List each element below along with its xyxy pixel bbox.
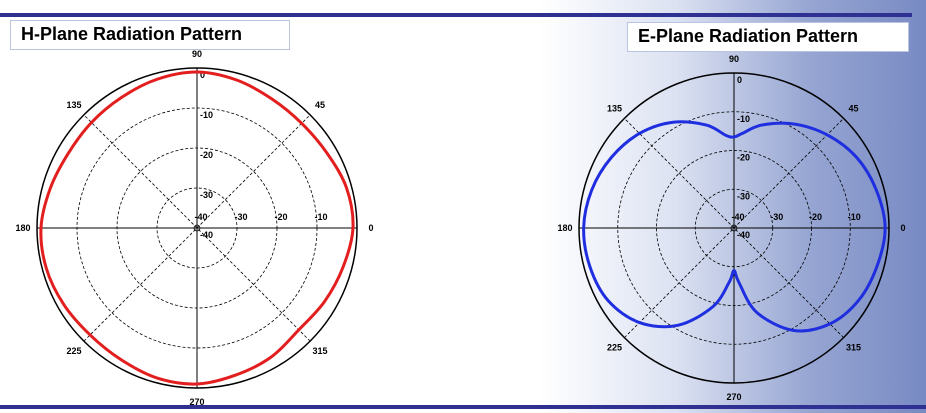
h-plane-radial-label-v2: -20 <box>200 150 213 160</box>
e-plane-radial-label-h0: -40 <box>731 212 744 222</box>
e-plane-radial-label-h2: -20 <box>809 212 822 222</box>
h-plane-angle-label-180: 180 <box>15 223 30 233</box>
h-plane-radial-label-h3: -10 <box>314 212 327 222</box>
bottom-divider-bar <box>0 405 926 409</box>
h-plane-radial-label-v4: -40 <box>200 230 213 240</box>
h-plane-title: H-Plane Radiation Pattern <box>10 20 290 50</box>
e-plane-angle-label-45: 45 <box>848 103 858 113</box>
h-plane-angle-label-315: 315 <box>313 346 328 356</box>
e-plane-radial-label-h3: -10 <box>848 212 861 222</box>
e-plane-angle-label-180: 180 <box>557 223 572 233</box>
h-plane-angle-label-225: 225 <box>66 346 81 356</box>
h-plane-series-line-0 <box>39 70 355 386</box>
e-plane-series-line-0 <box>582 120 887 333</box>
e-plane-radial-label-v4: -40 <box>737 230 750 240</box>
h-plane-angle-label-45: 45 <box>315 100 325 110</box>
background-gradient <box>540 0 926 413</box>
e-plane-radial-label-v3: -30 <box>737 191 750 201</box>
h-plane-radial-label-h1: -30 <box>234 212 247 222</box>
e-plane-radial-label-v0: 0 <box>737 75 742 85</box>
e-plane-angle-label-90: 90 <box>729 54 739 64</box>
e-plane-angle-label-225: 225 <box>607 343 622 353</box>
h-plane-radial-label-h0: -40 <box>194 212 207 222</box>
e-plane-title: E-Plane Radiation Pattern <box>627 22 909 52</box>
h-plane-radial-label-v3: -30 <box>200 190 213 200</box>
h-plane-radial-label-v1: -10 <box>200 110 213 120</box>
e-plane-radial-label-v1: -10 <box>737 114 750 124</box>
e-plane-angle-label-270: 270 <box>726 392 741 402</box>
e-plane-radial-label-v2: -20 <box>737 153 750 163</box>
h-plane-radial-label-h2: -20 <box>274 212 287 222</box>
e-plane-radial-label-h1: -30 <box>770 212 783 222</box>
h-plane-angle-label-270: 270 <box>189 397 204 407</box>
h-plane-angle-label-135: 135 <box>66 100 81 110</box>
h-plane-angle-label-90: 90 <box>192 49 202 59</box>
h-plane-axis-diagonal-1 <box>83 114 311 342</box>
e-plane-angle-label-0: 0 <box>900 223 905 233</box>
e-plane-angle-label-315: 315 <box>846 343 861 353</box>
top-divider-bar <box>0 13 912 17</box>
h-plane-angle-label-0: 0 <box>368 223 373 233</box>
e-plane-axis-diagonal-1 <box>624 118 844 338</box>
e-plane-angle-label-135: 135 <box>607 103 622 113</box>
h-plane-radial-label-v0: 0 <box>200 70 205 80</box>
